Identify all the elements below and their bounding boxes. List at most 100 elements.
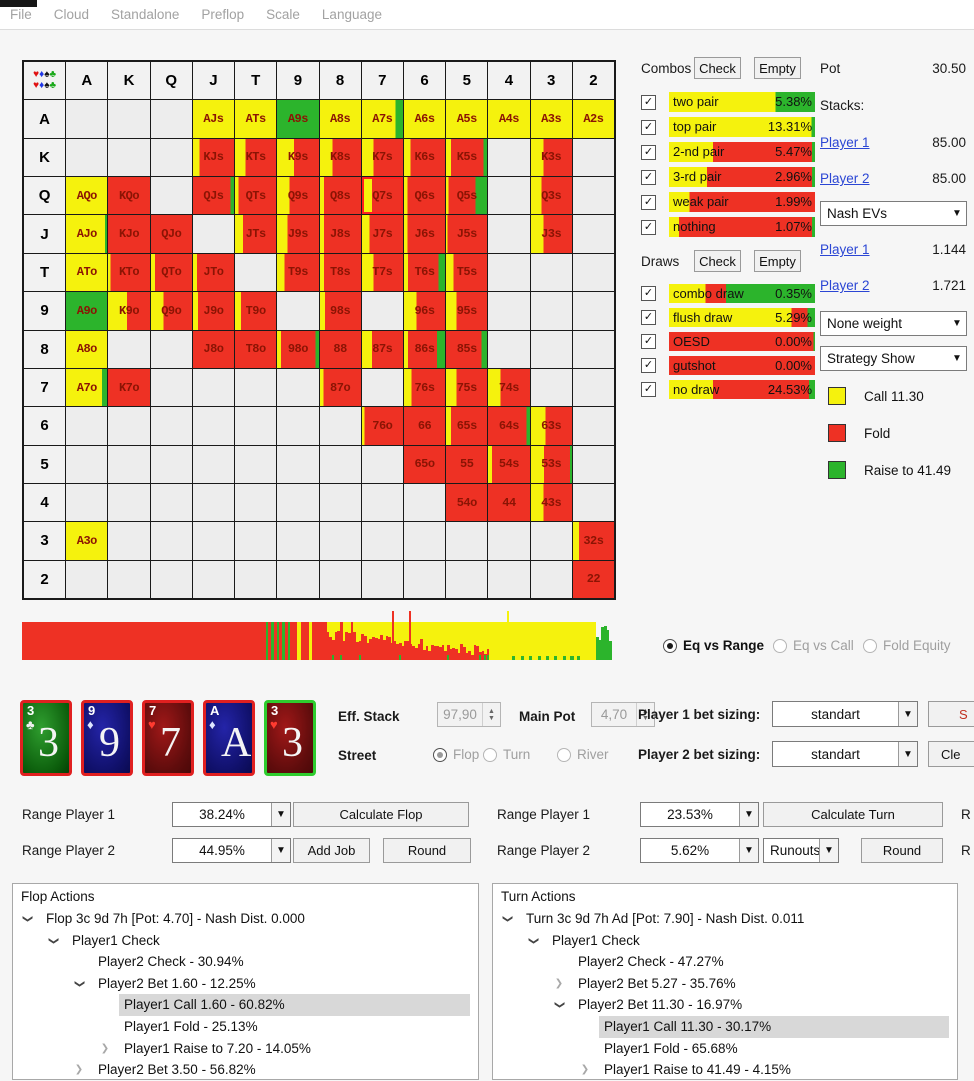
- grid-cell-empty[interactable]: [361, 522, 403, 560]
- grid-cell-k7o[interactable]: K7o: [108, 368, 150, 407]
- tree-row-player1-call-1-60-60-82[interactable]: Player1 Call 1.60 - 60.82%: [13, 994, 478, 1016]
- weight-dropdown[interactable]: None weight ▼: [820, 311, 967, 336]
- grid-cell-a4s[interactable]: A4s: [488, 100, 530, 138]
- grid-cell-empty[interactable]: [108, 330, 150, 368]
- grid-cell-empty[interactable]: [108, 407, 150, 445]
- grid-cell-t8s[interactable]: T8s: [319, 253, 361, 292]
- grid-cell-empty[interactable]: [277, 368, 319, 407]
- radio-flop[interactable]: Flop: [433, 747, 479, 762]
- combos-empty-button[interactable]: Empty: [754, 57, 801, 79]
- grid-cell-qjs[interactable]: QJs: [192, 177, 235, 215]
- player2-stack-link[interactable]: Player 2: [820, 171, 870, 186]
- grid-cell-empty[interactable]: [108, 483, 150, 522]
- grid-cell-ajs[interactable]: AJs: [192, 100, 235, 138]
- grid-cell-empty[interactable]: [277, 292, 319, 330]
- round-button-right[interactable]: Round: [861, 838, 943, 863]
- grid-cell-empty[interactable]: [572, 330, 614, 368]
- grid-cell-empty[interactable]: [192, 522, 235, 560]
- grid-cell-empty[interactable]: [572, 368, 614, 407]
- grid-cell-empty[interactable]: [530, 292, 572, 330]
- range-player2-dropdown-right[interactable]: 5.62% ▼: [640, 838, 759, 863]
- grid-cell-empty[interactable]: [572, 177, 614, 215]
- grid-cell-empty[interactable]: [235, 253, 277, 292]
- grid-cell-a5s[interactable]: A5s: [446, 100, 488, 138]
- grid-cell-86s[interactable]: 86s: [403, 330, 446, 368]
- grid-cell-jto[interactable]: JTo: [192, 253, 235, 292]
- grid-cell-qts[interactable]: QTs: [235, 177, 277, 215]
- grid-cell-j9o[interactable]: J9o: [192, 292, 235, 330]
- grid-cell-q7s[interactable]: Q7s: [361, 177, 403, 215]
- grid-cell-empty[interactable]: [108, 560, 150, 598]
- grid-cell-empty[interactable]: [192, 445, 235, 483]
- tree-row-flop-3c-9d-7h-pot-4-70-nash-dist-0-000[interactable]: ❯ Flop 3c 9d 7h [Pot: 4.70] - Nash Dist. …: [13, 908, 478, 930]
- chevron-expanded-icon[interactable]: ❯: [527, 936, 539, 945]
- cut-off-button-1[interactable]: S: [928, 701, 974, 727]
- grid-cell-empty[interactable]: [572, 253, 614, 292]
- grid-cell-empty[interactable]: [150, 368, 192, 407]
- chevron-expanded-icon[interactable]: ❯: [553, 1000, 565, 1010]
- grid-cell-empty[interactable]: [150, 445, 192, 483]
- tree-row-player1-check[interactable]: ❯ Player1 Check: [13, 930, 478, 952]
- grid-cell-empty[interactable]: [319, 483, 361, 522]
- tree-row-turn-3c-9d-7h-ad-pot-7-90-nash-dist-0-01[interactable]: ❯ Turn 3c 9d 7h Ad [Pot: 7.90] - Nash Dis…: [493, 908, 957, 930]
- grid-cell-aqo[interactable]: AQo: [66, 177, 108, 215]
- grid-cell-ato[interactable]: ATo: [66, 253, 108, 292]
- combos-checkbox-nothing[interactable]: ✓: [641, 219, 656, 235]
- grid-cell-empty[interactable]: [572, 138, 614, 177]
- grid-cell-empty[interactable]: [488, 177, 530, 215]
- tree-row-player2-bet-1-60-12-25[interactable]: ❯ Player2 Bet 1.60 - 12.25%: [13, 973, 478, 995]
- grid-cell-empty[interactable]: [446, 522, 488, 560]
- grid-cell-kqo[interactable]: KQo: [108, 177, 150, 215]
- grid-cell-empty[interactable]: [66, 560, 108, 598]
- grid-cell-kjs[interactable]: KJs: [192, 138, 235, 177]
- grid-cell-empty[interactable]: [235, 522, 277, 560]
- tree-row-player1-raise-to-41-49-4-15[interactable]: ❯ Player1 Raise to 41.49 - 4.15%: [493, 1059, 957, 1079]
- grid-cell-empty[interactable]: [150, 560, 192, 598]
- grid-cell-a2s[interactable]: A2s: [572, 100, 614, 138]
- grid-cell-95s[interactable]: 95s: [446, 292, 488, 330]
- player1-stack-link[interactable]: Player 1: [820, 135, 870, 150]
- tree-row-player1-raise-to-7-20-14-05[interactable]: ❯ Player1 Raise to 7.20 - 14.05%: [13, 1038, 478, 1060]
- grid-cell-k3s[interactable]: K3s: [530, 138, 572, 177]
- grid-cell-66[interactable]: 66: [403, 407, 446, 445]
- grid-cell-empty[interactable]: [403, 483, 446, 522]
- menu-item-cloud[interactable]: Cloud: [53, 7, 90, 22]
- player1-bet-sizing-dropdown[interactable]: standart ▼: [772, 701, 918, 727]
- grid-cell-empty[interactable]: [572, 292, 614, 330]
- grid-cell-empty[interactable]: [403, 522, 446, 560]
- grid-cell-empty[interactable]: [488, 560, 530, 598]
- clear-button-cut[interactable]: Cle: [928, 741, 974, 767]
- grid-cell-empty[interactable]: [150, 330, 192, 368]
- grid-cell-empty[interactable]: [150, 483, 192, 522]
- grid-cell-empty[interactable]: [150, 138, 192, 177]
- grid-cell-empty[interactable]: [403, 560, 446, 598]
- range-player1-dropdown-left[interactable]: 38.24% ▼: [172, 802, 291, 827]
- radio-turn[interactable]: Turn: [483, 747, 530, 762]
- grid-cell-empty[interactable]: [488, 522, 530, 560]
- grid-cell-j6s[interactable]: J6s: [403, 215, 446, 253]
- draws-checkbox-oesd[interactable]: ✓: [641, 334, 656, 349]
- tree-row-player1-fold-25-13[interactable]: Player1 Fold - 25.13%: [13, 1016, 478, 1038]
- add-job-button[interactable]: Add Job: [293, 838, 370, 863]
- grid-cell-88[interactable]: 88: [319, 330, 361, 368]
- grid-cell-empty[interactable]: [108, 522, 150, 560]
- grid-cell-empty[interactable]: [277, 407, 319, 445]
- range-player1-dropdown-right[interactable]: 23.53% ▼: [640, 802, 759, 827]
- grid-cell-empty[interactable]: [319, 407, 361, 445]
- grid-cell-empty[interactable]: [361, 368, 403, 407]
- grid-cell-64s[interactable]: 64s: [488, 407, 530, 445]
- chevron-collapsed-icon[interactable]: ❯: [554, 977, 564, 989]
- board-card-3-heart[interactable]: 3 ♥ 3: [264, 700, 316, 776]
- chevron-expanded-icon[interactable]: ❯: [73, 979, 85, 988]
- grid-cell-empty[interactable]: [192, 368, 235, 407]
- grid-cell-empty[interactable]: [488, 138, 530, 177]
- chevron-collapsed-icon[interactable]: ❯: [74, 1064, 84, 1076]
- tree-row-player2-bet-5-27-35-76[interactable]: ❯ Player2 Bet 5.27 - 35.76%: [493, 973, 957, 995]
- grid-cell-j8s[interactable]: J8s: [319, 215, 361, 253]
- menu-item-file[interactable]: File: [10, 7, 32, 22]
- grid-cell-32s[interactable]: 32s: [572, 522, 614, 560]
- grid-cell-empty[interactable]: [277, 522, 319, 560]
- grid-cell-a8s[interactable]: A8s: [319, 100, 361, 138]
- grid-cell-empty[interactable]: [361, 292, 403, 330]
- grid-cell-kto[interactable]: KTo: [108, 253, 150, 292]
